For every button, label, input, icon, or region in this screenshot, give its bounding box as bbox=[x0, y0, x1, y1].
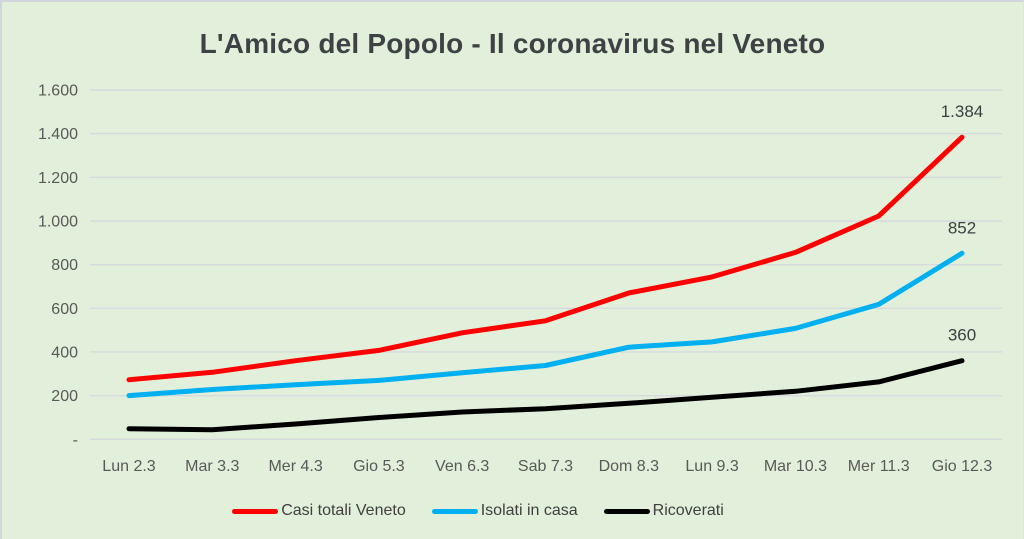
legend-item-1: Casi totali Veneto bbox=[232, 502, 406, 520]
y-axis-tick-label: 1.000 bbox=[38, 213, 78, 230]
y-axis-tick-label: 600 bbox=[51, 301, 78, 318]
data-label: 852 bbox=[948, 218, 976, 237]
legend-swatch-icon bbox=[232, 508, 279, 514]
x-axis-tick-label: Mer 11.3 bbox=[848, 458, 910, 475]
chart-title: L'Amico del Popolo - Il coronavirus nel … bbox=[199, 28, 826, 59]
x-axis-tick-label: Lun 9.3 bbox=[685, 458, 738, 475]
x-axis-tick-label: Dom 8.3 bbox=[599, 458, 660, 475]
legend-item-2: Isolati in casa bbox=[431, 502, 578, 520]
y-axis-tick-label: 1.200 bbox=[38, 170, 78, 187]
x-axis-tick-label: Gio 5.3 bbox=[353, 458, 405, 475]
legend-item-3: Ricoverati bbox=[603, 502, 724, 520]
y-axis-tick-label: 800 bbox=[51, 257, 78, 274]
y-axis-tick-label: 1.600 bbox=[38, 83, 78, 100]
legend-swatch-icon bbox=[603, 508, 650, 514]
data-label: 360 bbox=[948, 326, 976, 345]
x-axis-tick-label: Gio 12.3 bbox=[932, 458, 993, 475]
x-axis-tick-label: Lun 2.3 bbox=[102, 458, 155, 475]
legend: Casi totali Veneto Isolati in casa Ricover… bbox=[2, 502, 954, 520]
x-axis-tick-label: Mer 4.3 bbox=[268, 458, 322, 475]
series-line-ricoverati bbox=[126, 358, 965, 433]
y-axis-tick-label: - bbox=[73, 432, 78, 449]
legend-swatch-icon bbox=[431, 508, 478, 514]
x-axis-tick-label: Ven 6.3 bbox=[435, 458, 489, 475]
x-axis-tick-label: Sab 7.3 bbox=[518, 458, 573, 475]
y-axis-tick-label: 400 bbox=[51, 344, 78, 361]
legend-label: Isolati in casa bbox=[480, 502, 578, 519]
legend-label: Casi totali Veneto bbox=[281, 502, 406, 519]
series-line-casi-totali-veneto bbox=[126, 134, 965, 383]
legend-label: Ricoverati bbox=[652, 502, 724, 519]
x-axis-tick-label: Mar 10.3 bbox=[764, 458, 827, 475]
y-axis-tick-label: 1.400 bbox=[38, 126, 78, 143]
data-label: 1.384 bbox=[941, 102, 984, 121]
series-line-isolati-in-casa bbox=[126, 250, 965, 399]
y-axis-tick-label: 200 bbox=[51, 388, 78, 405]
x-axis-tick-label: Mar 3.3 bbox=[185, 458, 239, 475]
